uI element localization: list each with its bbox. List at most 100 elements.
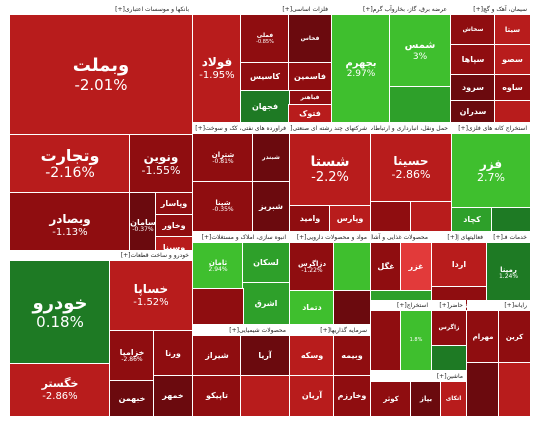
expand-icon[interactable]: [+] [229, 327, 240, 334]
treemap-tile[interactable]: 1.8% [400, 310, 432, 371]
sector-header[interactable]: سرمایه گذاریها[+] [290, 325, 370, 336]
treemap-sector[interactable]: فراورده های نفتی، کک و سوخت[+] شتران -0.81… [192, 123, 290, 232]
treemap-tile[interactable]: وسکه [289, 335, 335, 377]
treemap-tile[interactable]: غزر [400, 242, 432, 292]
expand-icon[interactable]: [+] [120, 252, 131, 259]
expand-icon[interactable]: [+] [436, 373, 447, 380]
treemap-tile[interactable]: خبهمن [109, 380, 155, 417]
expand-icon[interactable]: [+] [439, 302, 450, 309]
treemap-tile[interactable]: کوثر [370, 381, 412, 417]
treemap-tile[interactable]: فملی -0.85% [240, 14, 290, 64]
expand-icon[interactable]: [+] [473, 6, 483, 13]
treemap-sector[interactable]: انبوه سازی، املاک و مستغلات[+] ثامان 2.94%… [192, 232, 290, 325]
treemap-tile[interactable]: آریان [289, 375, 335, 417]
treemap-tile[interactable]: دزاگرس -1.22% [289, 242, 335, 292]
treemap-tile[interactable]: ورنا [153, 330, 193, 377]
sector-header[interactable]: استخراج[+] [371, 300, 431, 311]
treemap-sector[interactable]: محصولات شیمیایی[+] شیراز آریا تاپیکو [192, 325, 290, 417]
treemap-tile[interactable] [491, 207, 531, 232]
treemap-tile[interactable]: وبملت -2.01% [9, 14, 193, 136]
treemap-tile[interactable]: کاسیس [240, 62, 290, 92]
treemap-sector[interactable]: خودرو و ساخت قطعات[+] خودرو 0.18% خساپا -1.5… [9, 250, 193, 417]
treemap-tile[interactable]: وبیمه [333, 335, 371, 377]
treemap-tile[interactable] [333, 242, 371, 292]
treemap-tile[interactable]: خساپا -1.52% [109, 260, 193, 332]
treemap-sector[interactable]: بانکها و موسسات اعتباری[+] وبملت -2.01% وتج… [9, 4, 193, 260]
sector-header[interactable]: مواد و محصولات دارویی[+] [290, 232, 370, 243]
treemap-tile[interactable]: شستا -2.2% [289, 133, 371, 207]
treemap-tile[interactable]: فخاس [288, 14, 332, 64]
treemap-sector[interactable]: حمل ونقل، انبارداری و ارتباطات[+]حسینا-2… [370, 123, 452, 232]
treemap-tile[interactable] [333, 290, 371, 325]
expand-icon[interactable]: [+] [362, 6, 373, 13]
treemap-tile[interactable] [370, 310, 402, 371]
treemap-tile[interactable]: فجهان [240, 90, 290, 123]
treemap-sector[interactable]: حاضر[+] زاگرس [431, 300, 467, 371]
treemap-tile[interactable]: اشرق [242, 282, 290, 325]
sector-header[interactable]: فعالیتهای اِ[+] [432, 232, 486, 243]
sector-header[interactable]: رایانه[+] [467, 300, 530, 311]
treemap-tile[interactable]: خودرو 0.18% [9, 260, 111, 365]
treemap-tile[interactable]: خمهر [153, 375, 193, 417]
treemap-tile[interactable]: فباهنر [288, 90, 332, 106]
expand-icon[interactable]: [+] [195, 125, 205, 132]
treemap-tile[interactable]: فتوک [288, 104, 332, 123]
treemap-tile[interactable]: وپاسار [155, 192, 193, 216]
treemap-tile[interactable]: سرود [450, 74, 496, 102]
expand-icon[interactable]: [+] [115, 6, 125, 13]
treemap-tile[interactable]: مهرام [466, 310, 500, 364]
treemap-tile[interactable]: سدران [450, 100, 496, 123]
treemap-tile[interactable] [410, 201, 452, 232]
treemap-tile[interactable] [370, 201, 412, 232]
treemap-tile[interactable]: ثامان 2.94% [192, 242, 244, 290]
sector-header[interactable]: فراورده های نفتی، کک و سوخت[+] [193, 123, 289, 134]
treemap-tile[interactable]: فاسمین [288, 62, 332, 92]
sector-header[interactable]: محصولات غذایی و آشا[+] [371, 232, 431, 243]
expand-icon[interactable]: [+] [397, 302, 407, 309]
treemap-tile[interactable]: زاگرس [431, 310, 467, 347]
sector-header[interactable]: فلزات اساسی[+] [193, 4, 331, 15]
treemap-sector[interactable]: رایانه[+] مهرام کرین [466, 300, 531, 417]
treemap-sector[interactable]: استخراج[+] 1.8% [370, 300, 432, 371]
expand-icon[interactable]: [+] [282, 6, 293, 13]
treemap-tile[interactable]: شبریز [252, 181, 290, 232]
sector-header[interactable]: ماشین[+] [371, 371, 466, 382]
treemap-tile[interactable]: سخاش [450, 14, 496, 46]
sector-header[interactable]: خدمات فـ[+] [487, 232, 530, 243]
treemap-tile[interactable]: سپاها [450, 44, 496, 76]
treemap-tile[interactable]: کچاد [451, 207, 493, 232]
treemap-sector[interactable]: شرکتهای چند رشته ای صنعتی[+]شستا-2.2%وام… [289, 123, 371, 232]
sector-header[interactable]: انبوه سازی، املاک و مستغلات[+] [193, 232, 289, 243]
treemap-tile[interactable] [498, 362, 531, 417]
treemap-tile[interactable]: فولاد -1.95% [192, 14, 242, 123]
treemap-tile[interactable]: وپارس [329, 205, 371, 232]
treemap-tile[interactable]: اردا [431, 242, 487, 288]
expand-icon[interactable]: [+] [201, 234, 212, 241]
treemap-tile[interactable]: سیتا [494, 14, 531, 46]
sector-header[interactable]: سیمان، آهک و گچ[+] [451, 4, 530, 15]
treemap-tile[interactable]: تاپیکو [192, 375, 242, 417]
expand-icon[interactable]: [+] [504, 302, 515, 309]
sector-header[interactable]: خودرو و ساخت قطعات[+] [10, 250, 192, 261]
treemap-tile[interactable]: خگستر -2.86% [9, 363, 111, 417]
treemap-sector[interactable]: استخراج کانه های فلزی[+] فزر 2.7% کچاد [451, 123, 531, 232]
treemap-tile[interactable]: وخارزم [333, 375, 371, 417]
treemap-tile[interactable]: وخاور [155, 214, 193, 238]
treemap-tile[interactable]: شبندر [252, 133, 290, 183]
treemap-tile[interactable]: دتماد [289, 290, 335, 325]
treemap-tile[interactable]: بپاز [410, 381, 442, 417]
expand-icon[interactable]: [+] [458, 125, 468, 132]
treemap-tile[interactable]: فزر 2.7% [451, 133, 531, 209]
treemap-sector[interactable]: سیمان، آهک و گچ[+] سخاش سیتا سپاها سصو سرود سا… [450, 4, 531, 123]
treemap-sector[interactable]: سرمایه گذاریها[+] وسکه وبیمه آریان وخارزم [289, 325, 371, 417]
treemap-tile[interactable]: ونوین -1.55% [129, 134, 193, 194]
expand-icon[interactable]: [+] [493, 234, 503, 241]
treemap-tile[interactable] [466, 362, 500, 417]
treemap-tile[interactable]: حسینا -2.86% [370, 133, 452, 203]
treemap-tile[interactable]: شیراز [192, 335, 242, 377]
expand-icon[interactable]: [+] [290, 125, 293, 132]
treemap-tile[interactable]: غگل [370, 242, 402, 292]
sector-header[interactable]: بانکها و موسسات اعتباری[+] [10, 4, 192, 15]
treemap-tile[interactable]: خزامیا -2.86% [109, 330, 155, 382]
treemap-tile[interactable]: شپنا -0.35% [192, 181, 254, 232]
